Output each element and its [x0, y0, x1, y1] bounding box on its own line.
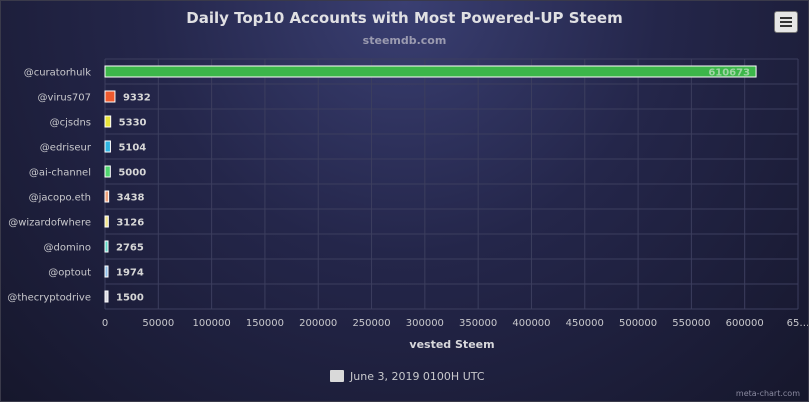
category-label: @wizardofwhere	[8, 218, 91, 229]
bar[interactable]	[104, 240, 109, 253]
value-label: 3126	[116, 218, 144, 229]
value-label: 2765	[116, 243, 144, 254]
menu-icon-line-2	[780, 21, 792, 23]
bar[interactable]	[104, 90, 116, 103]
x-tick-label: 150000	[246, 318, 284, 329]
category-label: @domino	[44, 243, 91, 254]
value-label: 3438	[117, 193, 145, 204]
chart-menu-button[interactable]	[774, 11, 798, 33]
value-label: 1974	[116, 268, 144, 279]
x-tick-label: 500000	[619, 318, 657, 329]
value-label: 9332	[123, 93, 151, 104]
x-tick-label: 450000	[566, 318, 604, 329]
category-label: @cjsdns	[50, 118, 91, 129]
x-tick-label: 300000	[406, 318, 444, 329]
category-label: @thecryptodrive	[7, 293, 91, 304]
x-tick-label: 250000	[352, 318, 390, 329]
x-tick-label: 350000	[459, 318, 497, 329]
bar[interactable]	[104, 215, 109, 228]
x-axis-label: vested Steem	[409, 338, 494, 351]
category-label: @jacopo.eth	[29, 193, 91, 204]
credit-text: meta-chart.com	[735, 389, 800, 398]
bars	[104, 65, 757, 303]
value-label: 1500	[116, 293, 144, 304]
value-labels: 610673 9332 5330 5104 5000 3438 3126 2765 1974 15…	[116, 68, 750, 304]
bar[interactable]	[104, 65, 757, 78]
menu-icon-line-1	[780, 17, 792, 19]
category-label: @curatorhulk	[24, 68, 92, 79]
grid-lines	[104, 58, 799, 310]
bar[interactable]	[104, 140, 111, 153]
legend-swatch	[330, 370, 344, 382]
category-label: @optout	[48, 268, 91, 279]
category-label: @edriseur	[40, 143, 92, 154]
bar[interactable]	[104, 115, 112, 128]
x-tick-labels: 0 50000 100000 150000 200000 250000 300000 3500…	[102, 318, 808, 329]
x-tick-label: 100000	[193, 318, 231, 329]
legend-label: June 3, 2019 0100H UTC	[350, 369, 485, 383]
x-tick-label: 550000	[672, 318, 710, 329]
x-tick-label: 200000	[299, 318, 337, 329]
value-label: 610673	[708, 68, 750, 79]
x-tick-label: 50000	[142, 318, 174, 329]
category-labels: @curatorhulk @virus707 @cjsdns @edriseur @ai…	[7, 68, 92, 304]
bar[interactable]	[104, 290, 109, 303]
category-label: @ai-channel	[29, 168, 91, 179]
x-tick-label: 65…	[787, 318, 808, 329]
x-tick-label: 400000	[512, 318, 550, 329]
chart-title: Daily Top10 Accounts with Most Powered-U…	[186, 9, 623, 27]
bar[interactable]	[104, 190, 110, 203]
x-tick-label: 0	[102, 318, 108, 329]
legend-item[interactable]: June 3, 2019 0100H UTC	[330, 368, 485, 384]
category-label: @virus707	[38, 93, 91, 104]
value-label: 5330	[119, 118, 147, 129]
bar[interactable]	[104, 165, 111, 178]
bar[interactable]	[104, 265, 109, 278]
menu-icon-line-3	[780, 25, 792, 27]
value-label: 5104	[118, 143, 146, 154]
value-label: 5000	[118, 168, 146, 179]
chart-subtitle: steemdb.com	[362, 34, 447, 47]
x-tick-label: 600000	[726, 318, 764, 329]
